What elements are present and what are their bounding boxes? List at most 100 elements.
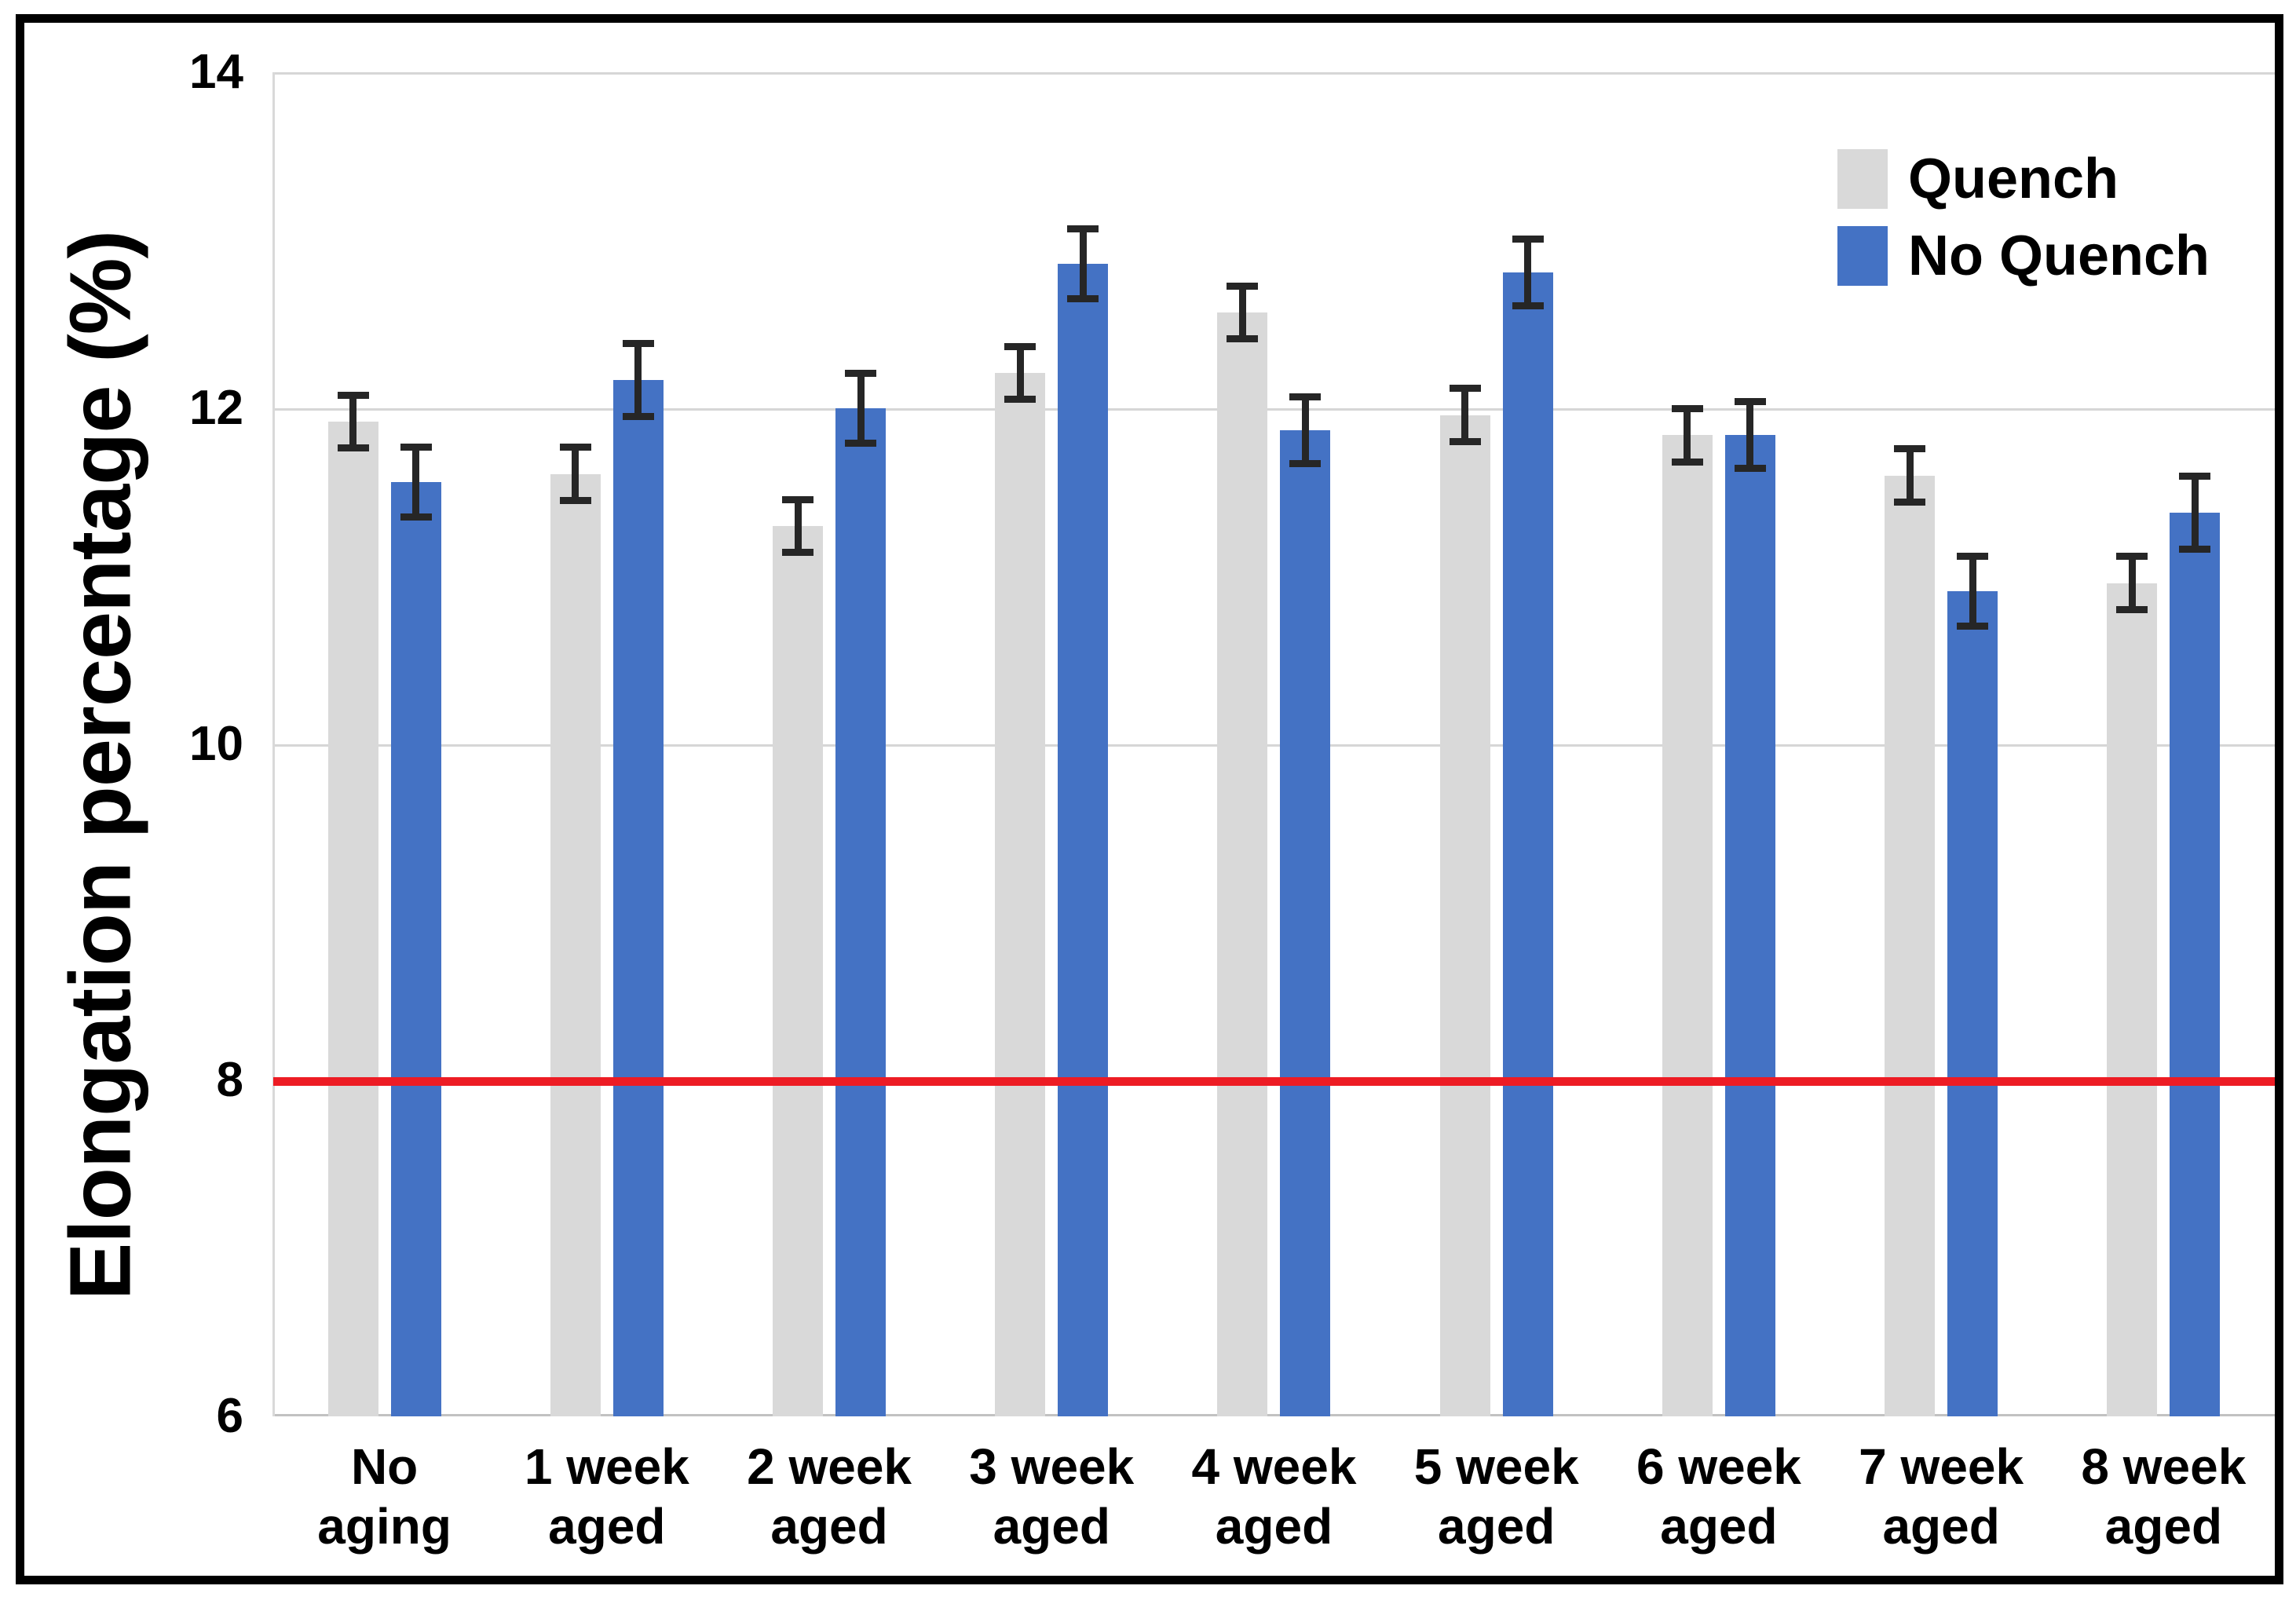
y-tick-label-6: 6: [216, 1389, 243, 1443]
error-bar-line: [1684, 408, 1691, 462]
bar-no-quench-8-week-aged: [2170, 472, 2221, 1416]
y-tick-label-14: 14: [189, 45, 243, 99]
bar-group-1-week-aged: [495, 72, 718, 1416]
error-bar-cap-bottom: [1227, 335, 1259, 343]
error-bar-line: [857, 373, 865, 444]
error-bar-cap-top: [1894, 445, 1926, 453]
x-category-label-line: 3 week: [969, 1438, 1135, 1495]
x-category-label-line: 5 week: [1413, 1438, 1579, 1495]
bar-quench-6-week-aged: [1662, 405, 1713, 1416]
bar-quench-no-aging: [327, 391, 378, 1416]
legend-swatch-no-quench: [1837, 226, 1888, 286]
error-bar-line: [1969, 556, 1976, 627]
error-bar-cap-top: [1671, 405, 1703, 413]
error-bar-no-quench-6-week-aged: [1734, 398, 1766, 472]
error-bar-cap-top: [559, 444, 591, 451]
error-bar-cap-bottom: [400, 513, 432, 521]
x-category-label-line: 8 week: [2081, 1438, 2247, 1495]
x-category-label-no-aging: No aging: [273, 1437, 495, 1556]
legend-swatch-quench: [1837, 149, 1888, 209]
legend-label-quench: Quench: [1908, 148, 2119, 210]
plot-area: Quench No Quench: [272, 72, 2275, 1416]
error-bar-line: [1461, 388, 1469, 442]
bars-layer: [273, 72, 2275, 1416]
x-category-label-line: No: [350, 1438, 419, 1495]
error-bar-no-quench-8-week-aged: [2179, 472, 2211, 553]
error-bar-no-quench-1-week-aged: [622, 339, 654, 420]
legend-label-no-quench: No Quench: [1908, 225, 2210, 287]
bar-quench-5-week-aged: [1439, 385, 1490, 1416]
bar-group-2-week-aged: [718, 72, 940, 1416]
x-category-label-line: 2 week: [747, 1438, 912, 1495]
y-axis-ticks: 6 8 10 12 14: [0, 45, 243, 1443]
bar-group-3-week-aged: [941, 72, 1163, 1416]
x-category-label-line: 4 week: [1191, 1438, 1357, 1495]
error-bar-cap-top: [782, 495, 814, 503]
error-bar-cap-top: [2116, 553, 2148, 561]
error-bar-cap-bottom: [622, 412, 654, 420]
error-bar-cap-top: [622, 339, 654, 347]
x-category-label-line: 6 week: [1636, 1438, 1801, 1495]
error-bar-line: [1906, 448, 1914, 502]
error-bar-cap-top: [400, 444, 432, 451]
error-bar-cap-bottom: [1671, 458, 1703, 466]
error-bar-cap-bottom: [1894, 498, 1926, 506]
error-bar-line: [1238, 285, 1246, 340]
x-category-label-line: aged: [1438, 1498, 1556, 1555]
x-category-label-line: aged: [2104, 1498, 2223, 1555]
error-bar-no-quench-7-week-aged: [1957, 553, 1989, 630]
error-bar-cap-top: [1227, 282, 1259, 290]
error-bar-cap-bottom: [559, 496, 591, 504]
error-bar-cap-top: [1734, 398, 1766, 406]
x-axis-labels: No aging 1 week aged 2 week aged 3 week aged 4 w…: [273, 1437, 2275, 1556]
error-bar-quench-1-week-aged: [559, 444, 591, 504]
x-category-label-1-week-aged: 1 week aged: [495, 1437, 718, 1556]
error-bar-cap-top: [2179, 472, 2211, 480]
bar-group-5-week-aged: [1385, 72, 1607, 1416]
bar-no-quench-4-week-aged: [1280, 393, 1331, 1416]
gridline-14: [273, 72, 2275, 75]
error-bar-line: [572, 447, 579, 501]
error-bar-quench-8-week-aged: [2116, 553, 2148, 613]
x-category-label-7-week-aged: 7 week aged: [1830, 1437, 2053, 1556]
bar-no-quench-no-aging: [390, 444, 441, 1416]
x-category-label-line: aged: [548, 1498, 666, 1555]
error-bar-cap-top: [1957, 553, 1989, 561]
error-bar-cap-bottom: [1004, 396, 1036, 404]
x-category-label-5-week-aged: 5 week aged: [1385, 1437, 1607, 1556]
error-bar-no-quench-4-week-aged: [1289, 393, 1322, 467]
x-category-label-line: 7 week: [1859, 1438, 2024, 1495]
bar-group-8-week-aged: [2053, 72, 2275, 1416]
error-bar-cap-bottom: [845, 440, 877, 447]
error-bar-quench-3-week-aged: [1004, 342, 1036, 404]
bar-group-no-aging: [273, 72, 495, 1416]
x-category-label-line: aged: [1215, 1498, 1333, 1555]
bar-quench-3-week-aged: [995, 342, 1046, 1416]
x-category-label-line: aged: [1882, 1498, 2000, 1555]
gridline-12: [273, 408, 2275, 411]
x-category-label-8-week-aged: 8 week aged: [2053, 1437, 2275, 1556]
bar-quench-7-week-aged: [1885, 445, 1936, 1416]
error-bar-line: [412, 447, 420, 518]
y-tick-label-10: 10: [189, 717, 243, 771]
error-bar-line: [1524, 238, 1532, 306]
error-bar-line: [1301, 396, 1309, 464]
bar-no-quench-3-week-aged: [1058, 225, 1109, 1416]
error-bar-quench-no-aging: [337, 391, 369, 452]
error-bar-quench-4-week-aged: [1227, 282, 1259, 343]
bar-no-quench-1-week-aged: [612, 339, 664, 1416]
x-category-label-3-week-aged: 3 week aged: [941, 1437, 1163, 1556]
bar-quench-8-week-aged: [2107, 553, 2158, 1416]
error-bar-cap-top: [845, 370, 877, 378]
error-bar-quench-6-week-aged: [1671, 405, 1703, 466]
error-bar-cap-bottom: [1512, 301, 1544, 309]
y-tick-label-8: 8: [216, 1053, 243, 1107]
x-axis-line: [273, 1414, 2275, 1416]
error-bar-cap-top: [337, 391, 369, 399]
error-bar-cap-bottom: [2179, 545, 2211, 553]
error-bar-cap-top: [1512, 235, 1544, 243]
error-bar-line: [349, 394, 357, 449]
error-bar-cap-bottom: [2116, 605, 2148, 613]
x-category-label-line: aged: [1660, 1498, 1778, 1555]
